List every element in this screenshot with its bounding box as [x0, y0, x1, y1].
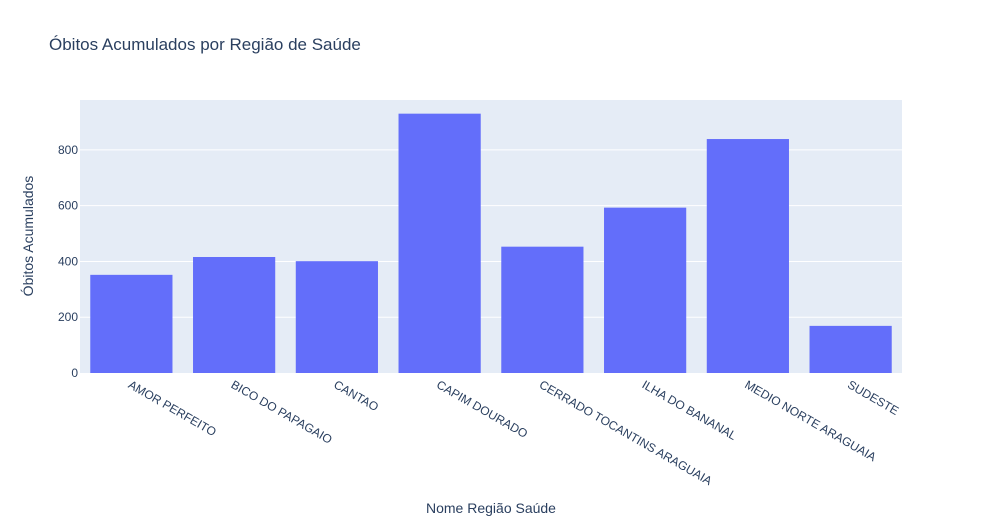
- x-tick-label: CERRADO TOCANTINS ARAGUAIA: [537, 377, 715, 488]
- bar[interactable]: [501, 246, 584, 373]
- x-axis-title: Nome Região Saúde: [426, 500, 556, 516]
- y-tick-label: 800: [58, 143, 78, 157]
- x-tick-label: AMOR PERFEITO: [126, 377, 219, 439]
- bar[interactable]: [706, 139, 789, 373]
- y-axis-ticks: 0 200 400 600 800: [58, 143, 78, 380]
- bars: [90, 113, 892, 373]
- bar[interactable]: [604, 207, 687, 373]
- x-tick-label: BICO DO PAPAGAIO: [229, 377, 335, 446]
- y-tick-label: 600: [58, 199, 78, 213]
- x-tick-label: CANTAO: [331, 377, 381, 414]
- bar[interactable]: [398, 113, 481, 373]
- x-tick-label: SUDESTE: [845, 377, 901, 417]
- bar[interactable]: [90, 274, 173, 373]
- bar[interactable]: [193, 256, 276, 373]
- y-tick-label: 400: [58, 254, 78, 268]
- chart-title: Óbitos Acumulados por Região de Saúde: [49, 35, 361, 54]
- bar[interactable]: [809, 325, 892, 373]
- y-axis-title: Óbitos Acumulados: [20, 176, 36, 297]
- x-tick-label: ILHA DO BANANAL: [640, 377, 740, 443]
- y-tick-label: 0: [71, 366, 78, 380]
- y-tick-label: 200: [58, 310, 78, 324]
- bar[interactable]: [295, 261, 378, 373]
- x-tick-label: CAPIM DOURADO: [434, 377, 530, 440]
